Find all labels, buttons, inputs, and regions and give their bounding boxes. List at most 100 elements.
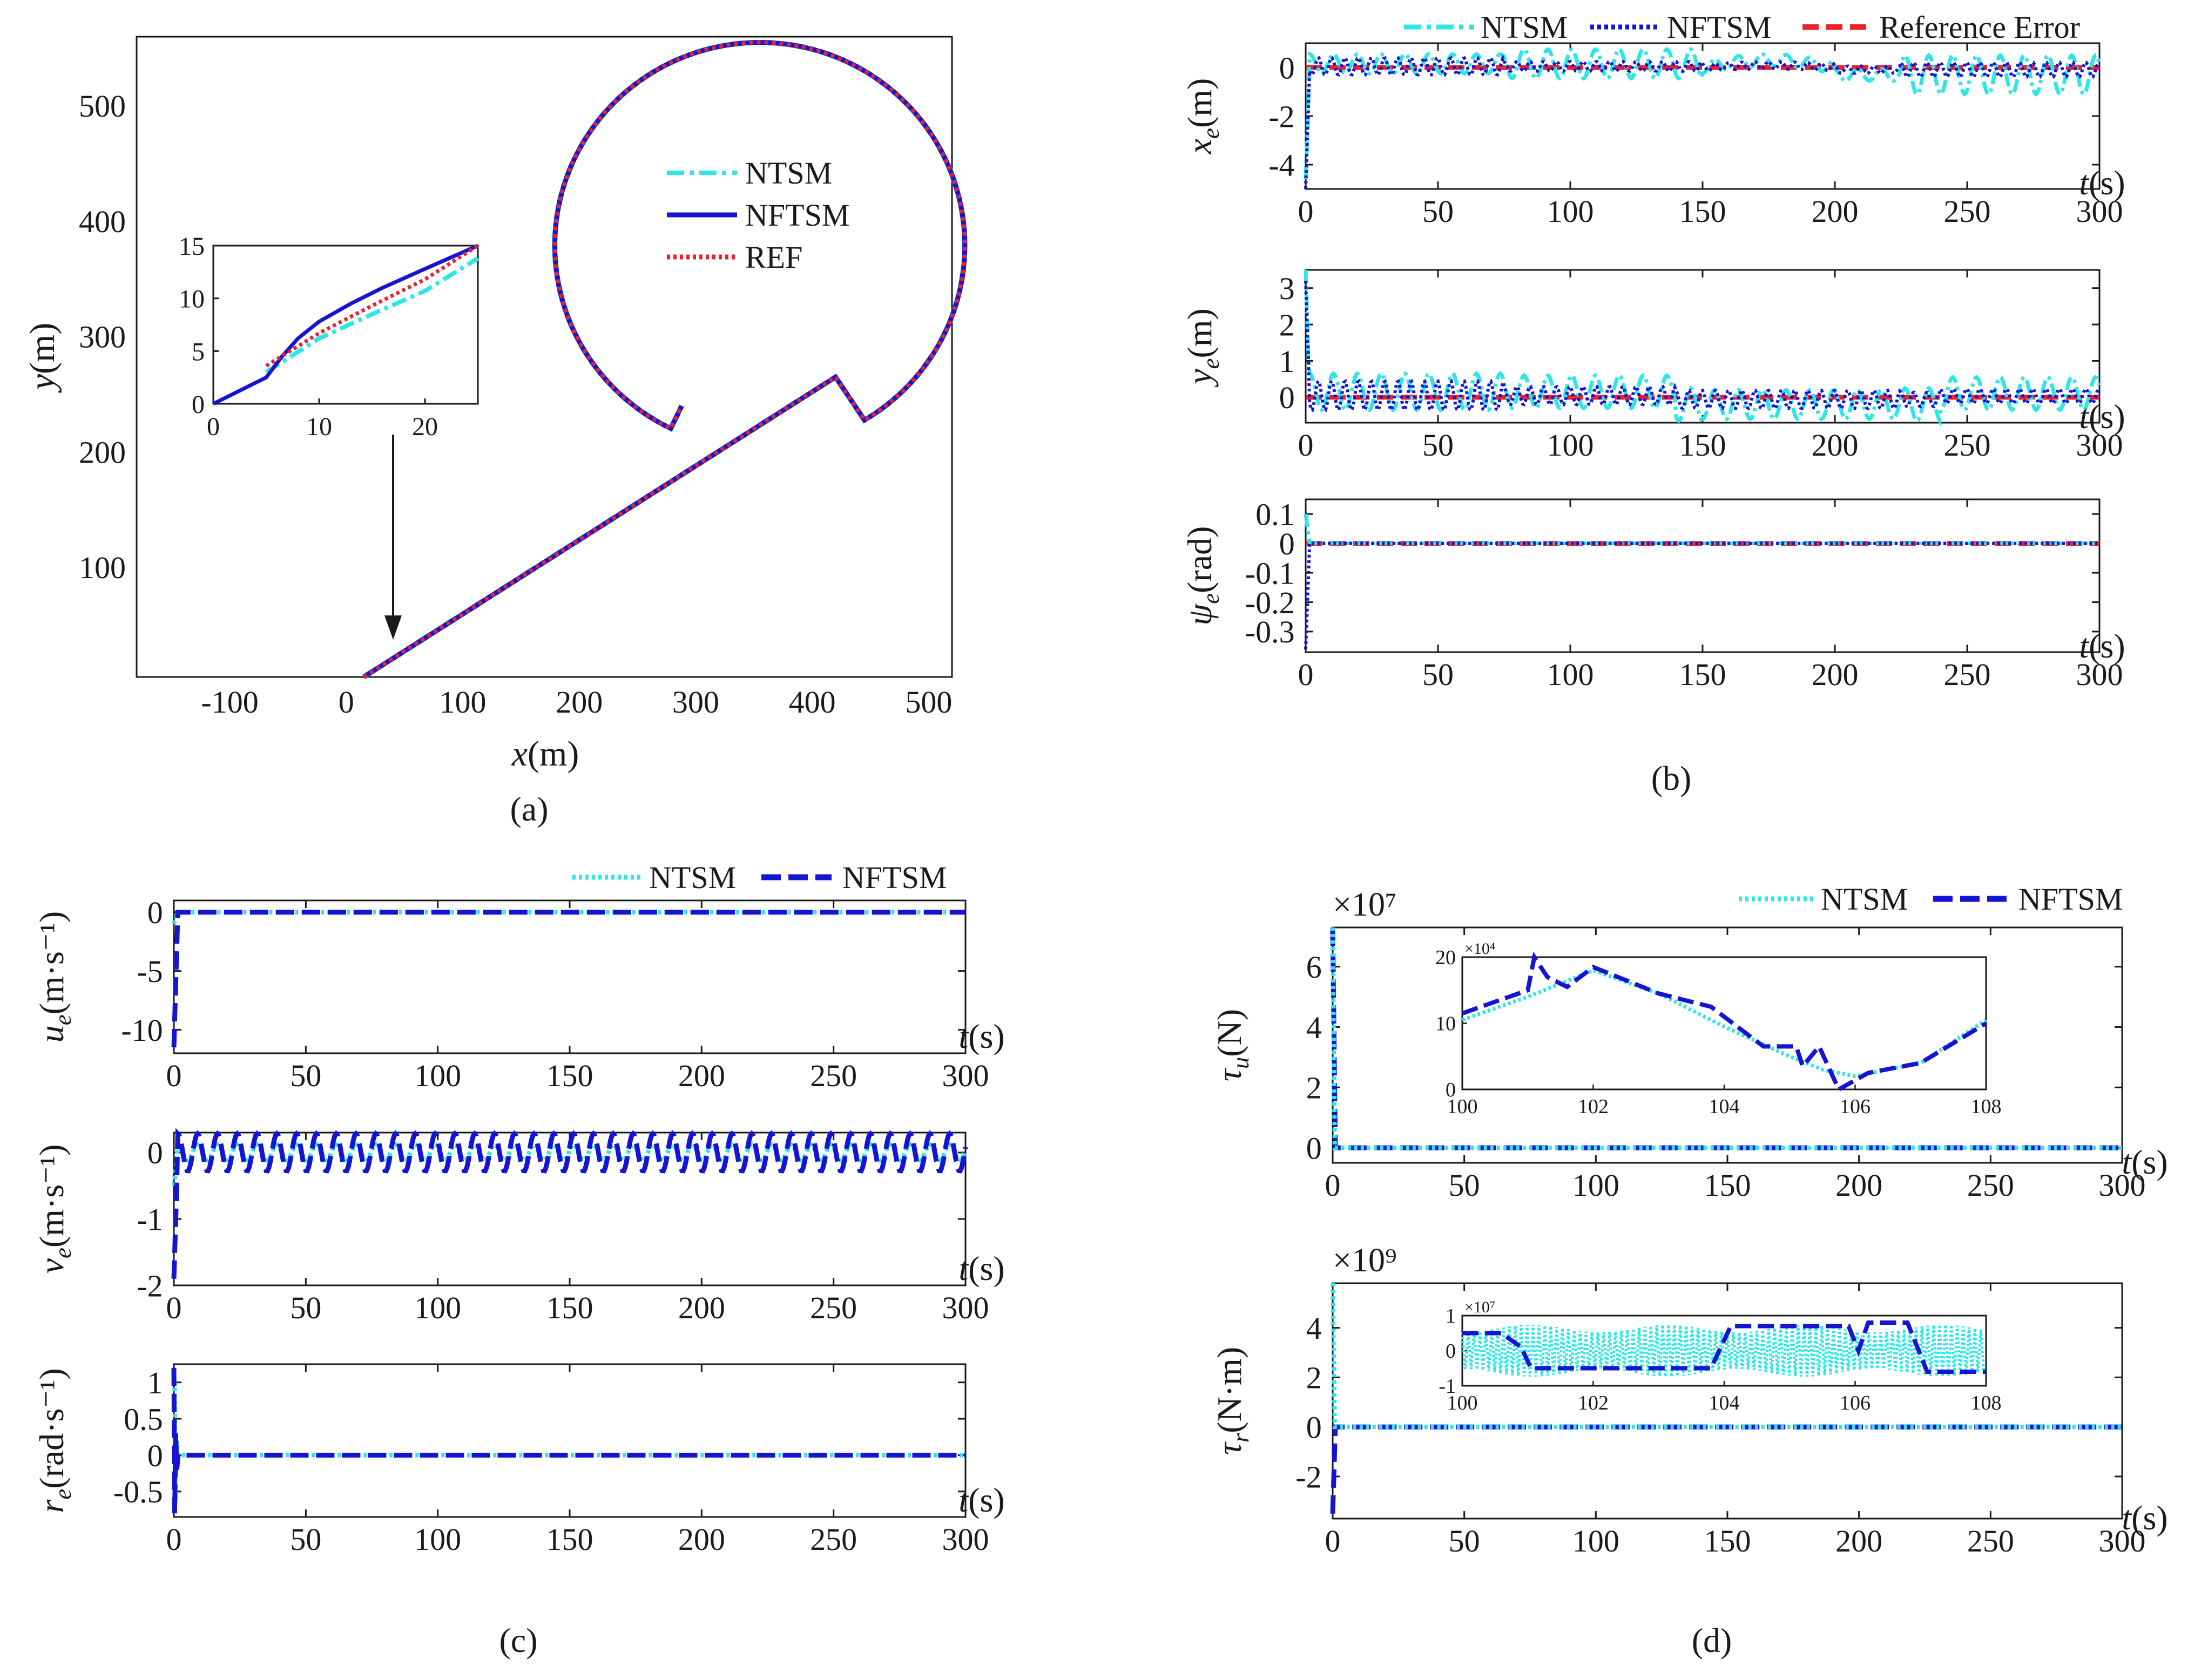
panel-d-inset-2: 100 102 104 106 108 1 0 -1 ×10⁷	[1439, 1298, 2001, 1414]
panel-b-plot-area	[1305, 269, 2101, 424]
ylabel-ψe: ψe(rad)	[1180, 526, 1224, 626]
t-axis-label: t(s)	[958, 1249, 1004, 1288]
d-inset-ytick-label: 20	[1435, 946, 1456, 969]
d1-xtick-label: 250	[1967, 1168, 2014, 1203]
b1-xtick-label: 200	[1812, 194, 1859, 229]
c1-xtick-label: 50	[290, 1058, 321, 1093]
b2-ytick-label: 3	[1279, 271, 1295, 306]
c1-xtick-label: 100	[414, 1058, 461, 1093]
panel-d-inset-1: 100 102 104 106 108 0 10 20 ×10⁴	[1435, 940, 2002, 1118]
c2-ytick-label: -2	[137, 1268, 163, 1303]
b-line-nftsm	[1304, 54, 2100, 189]
panel-b-subplot-3: 0 50 100 150 200 250 3000.10-0.1-0.2-0.3ψe(rad…	[1180, 497, 2125, 692]
d-inset-ytick-label: 1	[1446, 1305, 1456, 1327]
panel-c-plot-area	[173, 1363, 967, 1518]
ylabel-τu: τu(N)	[1210, 1009, 1254, 1081]
d-line-ntsm	[1331, 1283, 2122, 1430]
b3-xtick-label: 250	[1944, 657, 1991, 692]
d-inset-xtick-label: 106	[1840, 1095, 1871, 1118]
t-axis-label: t(s)	[2079, 627, 2125, 665]
b1-xtick-label: 300	[2076, 194, 2123, 229]
d-inset-exponent: ×10⁴	[1464, 940, 1495, 958]
c2-ytick-label: 0	[147, 1135, 163, 1170]
legend-label-ntsm: NTSM	[1821, 882, 1908, 917]
ai-line-ref	[265, 244, 479, 368]
b3-ytick-label: -0.3	[1245, 614, 1295, 649]
b1-ytick-label: -2	[1268, 99, 1294, 134]
panel-c-subplot-2: 0 50 100 150 200 250 300 0 -1 -2 ve(m·s⁻¹) t(s)	[32, 1128, 1005, 1325]
inset-pointer-arrow	[384, 435, 402, 640]
c1-xtick-label: 200	[678, 1058, 725, 1093]
d-line-ntsm	[1331, 927, 2122, 1150]
legend-label-nftsm: NFTSM	[2018, 882, 2123, 917]
d-inset-exponent: ×10⁷	[1464, 1298, 1495, 1316]
b2-xtick-label: 100	[1547, 428, 1594, 463]
panel-b: NTSM NFTSM Reference Error 0 50 100 150 200 2…	[1180, 10, 2125, 797]
b2-xtick-label: 200	[1812, 428, 1859, 463]
c1-ytick-label: 0	[147, 895, 163, 930]
b3-xtick-label: 200	[1812, 657, 1859, 692]
d1-xtick-label: 200	[1835, 1168, 1882, 1203]
c2-xtick-label: 150	[546, 1290, 593, 1325]
d1-xtick-label: 300	[2099, 1168, 2146, 1203]
a-ytick-label: 400	[79, 204, 126, 239]
d-inset-xtick-label: 102	[1578, 1095, 1609, 1118]
b3-ytick-label: -0.1	[1245, 556, 1295, 591]
t-axis-label: t(s)	[2122, 1499, 2168, 1537]
c3-ytick-label: 1	[147, 1365, 163, 1400]
d1-xtick-label: 50	[1449, 1168, 1480, 1203]
d2-xtick-label: 0	[1325, 1523, 1341, 1559]
b3-xtick-label: 50	[1422, 657, 1454, 692]
t-axis-label: t(s)	[2122, 1143, 2168, 1181]
a-xtick-label: 500	[905, 685, 952, 720]
b-line-ntsm	[1304, 47, 2102, 180]
d2-xtick-label: 50	[1449, 1523, 1480, 1559]
ylabel-xe: xe(m)	[1180, 78, 1224, 155]
a-xtick-label: 100	[440, 685, 487, 720]
d-exponent: ×10⁷	[1333, 886, 1397, 923]
c-line-ntsm	[172, 1141, 968, 1186]
c2-xtick-label: 250	[810, 1290, 857, 1325]
c1-xtick-label: 300	[942, 1058, 989, 1093]
c1-ytick-label: -10	[121, 1013, 163, 1048]
c2-xtick-label: 50	[290, 1290, 321, 1325]
c3-xtick-label: 150	[546, 1522, 593, 1557]
c2-xtick-label: 300	[942, 1290, 989, 1325]
ai-ytick-label: 0	[192, 390, 205, 419]
t-axis-label: t(s)	[2079, 397, 2125, 436]
c2-ytick-label: -1	[137, 1202, 163, 1237]
panel-b-subplot-1: 0 50 100 150 200 250 300 0 -2 -4 xe(m) t(s)	[1180, 42, 2125, 229]
panel-c-legend: NTSM NFTSM	[572, 860, 947, 895]
d-inset-ytick-label: -1	[1439, 1375, 1456, 1398]
d1-ytick-label: 6	[1306, 950, 1322, 985]
t-axis-label: t(s)	[958, 1017, 1004, 1055]
c3-ytick-label: 0	[147, 1438, 163, 1473]
b3-ytick-label: 0.1	[1255, 497, 1295, 532]
legend-label-ntsm: NTSM	[745, 155, 832, 191]
b2-xtick-label: 50	[1422, 428, 1454, 463]
b1-xtick-label: 50	[1422, 194, 1454, 229]
d-inset-xtick-label: 108	[1971, 1095, 2002, 1118]
a-ytick-label: 100	[79, 550, 126, 585]
b3-xtick-label: 150	[1679, 657, 1726, 692]
c3-xtick-label: 0	[166, 1522, 182, 1557]
d1-xtick-label: 0	[1325, 1168, 1341, 1203]
c3-ytick-label: 0.5	[124, 1401, 163, 1437]
ai-ytick-label: 15	[179, 232, 205, 261]
panel-a-label: (a)	[510, 790, 548, 828]
panel-a-inset-lines	[212, 243, 480, 406]
legend-label-nftsm: NFTSM	[842, 860, 947, 895]
d-inset-xtick-label: 108	[1971, 1392, 2002, 1414]
panel-d-legend: NTSM NFTSM	[1739, 882, 2123, 917]
b3-xtick-label: 300	[2076, 657, 2123, 692]
d1-xtick-label: 100	[1572, 1168, 1619, 1203]
b2-xtick-label: 0	[1298, 428, 1314, 463]
b3-xtick-label: 0	[1298, 657, 1314, 692]
panel-d-subplot-2: 0 50 100 150 200 250 300420-2×10⁹τr(N·m)t(s)10…	[1210, 1242, 2168, 1559]
b2-xtick-label: 300	[2076, 428, 2123, 463]
b2-ytick-label: 0	[1279, 380, 1295, 415]
